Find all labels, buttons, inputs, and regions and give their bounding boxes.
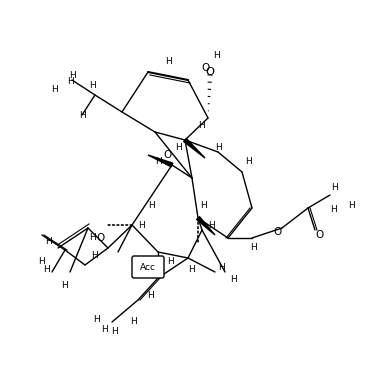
Text: H: H: [69, 71, 75, 79]
Text: H: H: [200, 201, 207, 209]
Text: H: H: [101, 325, 108, 335]
Polygon shape: [184, 138, 205, 158]
Text: O: O: [205, 67, 215, 77]
Text: H: H: [230, 276, 237, 284]
Text: H: H: [38, 258, 45, 266]
Text: H: H: [188, 265, 195, 274]
Text: H: H: [93, 315, 100, 325]
Text: H: H: [208, 220, 215, 229]
Text: H: H: [175, 143, 181, 153]
Text: H: H: [330, 205, 337, 214]
Text: H: H: [89, 234, 95, 243]
Text: H: H: [218, 264, 225, 273]
Text: O: O: [274, 227, 282, 237]
Text: H: H: [198, 120, 205, 130]
Text: O: O: [201, 63, 209, 73]
Text: H: H: [43, 265, 50, 274]
Text: H: H: [147, 291, 153, 299]
Text: H: H: [332, 183, 339, 193]
Text: H: H: [167, 258, 173, 266]
Text: H: H: [165, 57, 172, 67]
Text: H: H: [79, 111, 85, 120]
Text: H: H: [155, 157, 161, 167]
Text: H: H: [148, 201, 155, 209]
Text: H: H: [213, 51, 220, 60]
Text: O: O: [316, 230, 324, 240]
Text: H: H: [112, 328, 118, 336]
Text: H: H: [130, 317, 137, 326]
Text: H: H: [138, 220, 145, 229]
Text: Acc: Acc: [140, 264, 156, 273]
Text: H: H: [245, 157, 252, 167]
Text: O: O: [97, 233, 105, 243]
Text: H: H: [61, 280, 68, 290]
Text: O: O: [164, 150, 172, 160]
Text: H: H: [348, 201, 355, 209]
Polygon shape: [148, 155, 173, 167]
Text: H: H: [45, 238, 52, 246]
Text: H: H: [250, 243, 257, 253]
Text: H: H: [91, 250, 98, 259]
Text: H: H: [215, 143, 222, 153]
Polygon shape: [196, 217, 215, 235]
Text: H: H: [51, 86, 58, 94]
Text: H: H: [67, 78, 74, 86]
FancyBboxPatch shape: [132, 256, 164, 278]
Text: H: H: [89, 81, 95, 90]
